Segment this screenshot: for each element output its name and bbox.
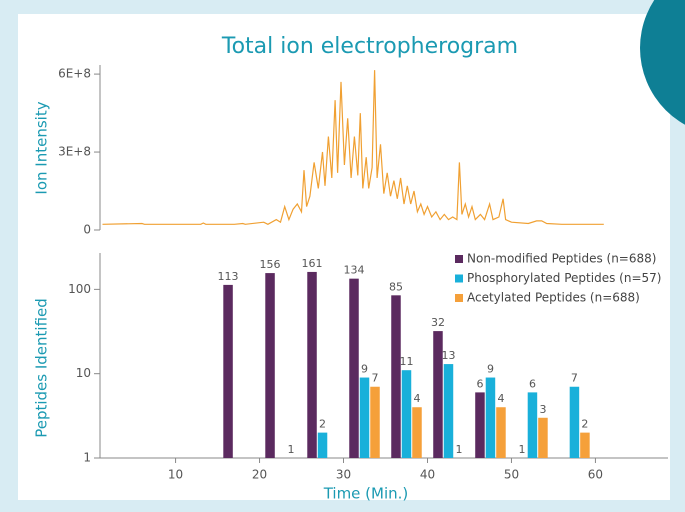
bar	[580, 432, 590, 458]
intensity-line	[102, 70, 604, 225]
value-label: 7	[372, 372, 379, 385]
legend-label: Phosphorylated Peptides (n=57)	[467, 271, 661, 285]
bar	[349, 278, 359, 458]
value-label: 4	[497, 392, 504, 405]
x-tick-label: 20	[252, 468, 267, 482]
x-axis-label: Time (Min.)	[323, 485, 409, 503]
y-tick-label: 10	[76, 366, 91, 380]
value-label: 1	[288, 443, 295, 456]
legend-swatch	[455, 294, 463, 302]
legend-swatch	[455, 255, 463, 263]
legend-swatch	[455, 274, 463, 283]
value-label: 6	[529, 377, 536, 390]
bar	[223, 284, 233, 458]
bar	[443, 364, 454, 458]
value-label: 4	[413, 392, 420, 405]
bar	[538, 417, 548, 458]
value-label: 13	[441, 349, 455, 362]
x-tick-label: 30	[336, 468, 351, 482]
value-label: 11	[399, 355, 413, 368]
bar	[391, 295, 401, 458]
value-label: 156	[260, 258, 281, 271]
bar	[569, 386, 580, 458]
bar	[401, 370, 412, 458]
x-tick-label: 60	[588, 468, 603, 482]
value-label: 1	[455, 443, 462, 456]
value-label: 2	[581, 418, 588, 431]
value-label: 3	[539, 403, 546, 416]
value-label: 134	[344, 264, 365, 277]
value-label: 9	[487, 363, 494, 376]
bar	[485, 377, 496, 458]
x-tick-label: 10	[168, 468, 183, 482]
bar	[527, 392, 538, 458]
x-tick-label: 40	[420, 468, 435, 482]
y-tick-label: 0	[83, 223, 91, 237]
bar	[307, 271, 317, 458]
bar	[475, 392, 485, 458]
chart-title: Total ion electropherogram	[221, 34, 518, 59]
value-label: 1	[518, 443, 525, 456]
value-label: 9	[361, 363, 368, 376]
bar	[265, 273, 275, 458]
value-label: 6	[476, 377, 483, 390]
panel	[18, 14, 670, 500]
y-tick-label: 1	[83, 451, 91, 465]
legend-label: Acetylated Peptides (n=688)	[467, 291, 640, 305]
value-label: 32	[431, 316, 445, 329]
y-axis-label: Ion Intensity	[33, 101, 51, 194]
y-tick-label: 100	[68, 282, 91, 296]
bar	[433, 331, 443, 458]
value-label: 7	[571, 372, 578, 385]
bar	[412, 407, 422, 458]
bar	[359, 377, 370, 458]
legend-label: Non-modified Peptides (n=688)	[467, 252, 656, 266]
bar	[317, 432, 328, 458]
value-label: 2	[319, 418, 326, 431]
value-label: 161	[302, 257, 323, 270]
y-tick-label: 3E+8	[58, 145, 91, 159]
value-label: 113	[218, 270, 239, 283]
value-label: 85	[389, 280, 403, 293]
x-tick-label: 50	[504, 468, 519, 482]
y-axis-label: Peptides Identified	[33, 298, 51, 438]
y-tick-label: 6E+8	[58, 67, 91, 81]
decor-circle	[640, 0, 685, 125]
bar	[370, 386, 380, 458]
bar	[496, 407, 506, 458]
